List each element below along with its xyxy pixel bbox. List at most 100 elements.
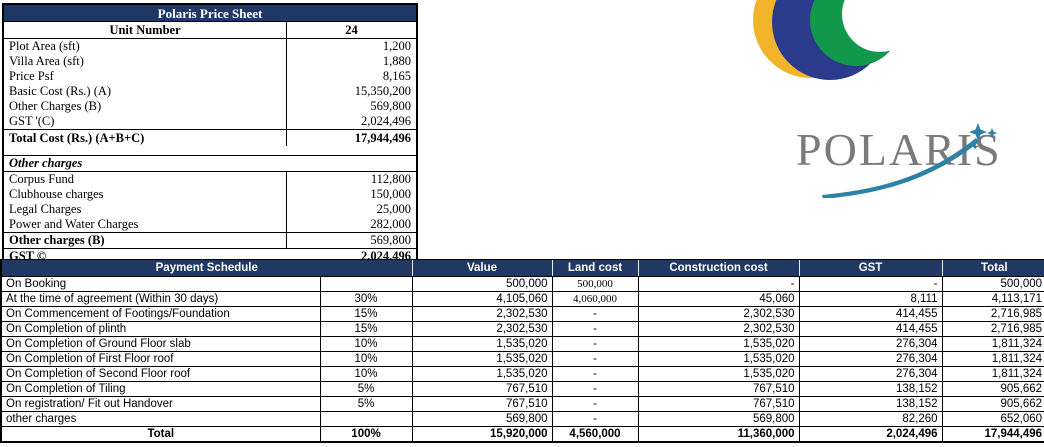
- payment-construction-cost: 1,535,020: [638, 366, 800, 382]
- payment-total: 1,811,324: [942, 351, 1044, 367]
- total-cost-row: Total Cost (Rs.) (A+B+C) 17,944,496: [4, 129, 416, 146]
- other-charge-value: 150,000: [286, 187, 416, 202]
- payment-row-name: On Completion of Second Floor roof: [2, 366, 321, 382]
- other-charge-row: Power and Water Charges 282,000: [4, 217, 416, 233]
- price-row-label: Basic Cost (Rs.) (A): [9, 84, 112, 98]
- column-header-value: Value: [412, 260, 553, 277]
- payment-gst: 276,304: [799, 336, 943, 352]
- payment-value: 1,535,020: [412, 351, 553, 367]
- column-header-gst: GST: [799, 260, 943, 277]
- payment-construction-cost: 2,302,530: [638, 306, 800, 322]
- payment-schedule-title: Payment Schedule: [2, 260, 413, 277]
- price-sheet-title: Polaris Price Sheet: [4, 5, 416, 22]
- other-charge-row: Clubhouse charges 150,000: [4, 187, 416, 202]
- payment-total: 1,811,324: [942, 336, 1044, 352]
- payment-construction-cost: 45,060: [638, 291, 800, 307]
- star-icon: [987, 128, 997, 138]
- other-charges-subtotal-value: 569,800: [286, 232, 416, 249]
- price-row-label: Villa Area (sft): [9, 54, 84, 68]
- payment-row: On registration/ Fit out Handover 5% 767…: [2, 396, 1044, 412]
- payment-land-cost: -: [552, 381, 639, 397]
- payment-land-cost: 4,060,000: [552, 291, 639, 307]
- payment-value: 1,535,020: [412, 336, 553, 352]
- payment-row-name: On Commencement of Footings/Foundation: [2, 306, 321, 322]
- price-sheet-table: Polaris Price Sheet Unit Number 24 Plot …: [2, 3, 418, 266]
- payment-total: 4,113,171: [942, 291, 1044, 307]
- payment-row: At the time of agreement (Within 30 days…: [2, 291, 1044, 307]
- citrus-circles-icon: [753, 0, 918, 80]
- payment-land-cost: -: [552, 336, 639, 352]
- price-sheet-header-row: Polaris Price Sheet: [4, 5, 416, 22]
- citrus-ventures-logo: CITRUS VENTURES: [740, 0, 1044, 92]
- payment-row: On Completion of Ground Floor slab 10% 1…: [2, 336, 1044, 352]
- payment-row: On Completion of First Floor roof 10% 1,…: [2, 351, 1044, 367]
- payment-gst: 414,455: [799, 321, 943, 337]
- payment-total: 500,000: [942, 276, 1044, 292]
- payment-value: 4,105,060: [412, 291, 553, 307]
- polaris-swoosh-icon: [822, 123, 997, 198]
- unit-number-row: Unit Number 24: [4, 21, 416, 39]
- payment-total-land-cost: 4,560,000: [552, 426, 639, 441]
- payment-pct: 10%: [320, 351, 413, 367]
- payment-total-total: 17,944,496: [984, 428, 1043, 440]
- payment-construction-cost: 767,510: [638, 381, 800, 397]
- payment-row-name: On Completion of plinth: [2, 321, 321, 337]
- payment-total-value: 15,920,000: [412, 426, 553, 441]
- payment-pct: 5%: [320, 381, 413, 397]
- price-row-value: 15,350,200: [286, 84, 416, 99]
- other-charge-label: Corpus Fund: [9, 172, 74, 186]
- payment-land-cost: -: [552, 306, 639, 322]
- payment-row: On Completion of Tiling 5% 767,510 - 767…: [2, 381, 1044, 397]
- other-charge-value: 25,000: [286, 202, 416, 217]
- payment-total: 905,662: [942, 381, 1044, 397]
- payment-row: On Completion of plinth 15% 2,302,530 - …: [2, 321, 1044, 337]
- polaris-logo: POLARIS: [792, 118, 1037, 198]
- payment-pct: 30%: [320, 291, 413, 307]
- other-charges-heading: Other charges: [4, 155, 416, 172]
- payment-gst: 138,152: [799, 381, 943, 397]
- unit-number-value: 24: [286, 21, 416, 39]
- payment-gst: 276,304: [799, 351, 943, 367]
- column-header-total: Total: [942, 260, 1044, 277]
- other-charge-value: 282,000: [286, 217, 416, 233]
- payment-pct: 15%: [320, 306, 413, 322]
- payment-row-name: On Completion of Ground Floor slab: [2, 336, 321, 352]
- payment-total: 1,811,324: [942, 366, 1044, 382]
- unit-number-label: Unit Number: [4, 21, 287, 39]
- payment-construction-cost: 767,510: [638, 396, 800, 412]
- payment-row-name: On Completion of First Floor roof: [2, 351, 321, 367]
- payment-schedule-header-row: Payment Schedule Value Land cost Constru…: [2, 260, 1044, 277]
- other-charge-value: 112,800: [286, 171, 416, 187]
- price-row-value: 8,165: [286, 69, 416, 84]
- payment-gst: -: [799, 276, 943, 292]
- payment-total-gst: 2,024,496: [799, 426, 943, 441]
- other-charge-label: Power and Water Charges: [9, 217, 139, 231]
- price-row-label: Price Psf: [9, 69, 54, 83]
- price-row: Price Psf 8,165: [4, 69, 416, 84]
- payment-pct: [320, 276, 413, 292]
- payment-land-cost: -: [552, 396, 639, 412]
- price-row-label: Other Charges (B): [9, 99, 102, 113]
- payment-land-cost: -: [552, 321, 639, 337]
- other-charges-heading-row: Other charges: [4, 155, 416, 172]
- total-cost-label: Total Cost (Rs.) (A+B+C): [4, 129, 287, 146]
- payment-value: 1,535,020: [412, 366, 553, 382]
- price-row-label: GST '(C): [9, 114, 55, 128]
- column-header-construction-cost: Construction cost: [638, 260, 800, 277]
- payment-pct: 10%: [320, 366, 413, 382]
- payment-row-name: At the time of agreement (Within 30 days…: [2, 291, 321, 307]
- payment-total: 905,662: [942, 396, 1044, 412]
- payment-land-cost: -: [552, 411, 639, 427]
- other-charge-label: Clubhouse charges: [9, 187, 104, 201]
- payment-total-pct: 100%: [320, 426, 413, 441]
- payment-row-name: On Completion of Tiling: [2, 381, 321, 397]
- spacer-row: [4, 146, 416, 156]
- payment-construction-cost: 2,302,530: [638, 321, 800, 337]
- payment-pct: 15%: [320, 321, 413, 337]
- payment-construction-cost: -: [638, 276, 800, 292]
- payment-total-construction-cost: 11,360,000: [638, 426, 800, 441]
- payment-pct: 10%: [320, 336, 413, 352]
- payment-land-cost: -: [552, 351, 639, 367]
- payment-value: 569,800: [412, 411, 553, 427]
